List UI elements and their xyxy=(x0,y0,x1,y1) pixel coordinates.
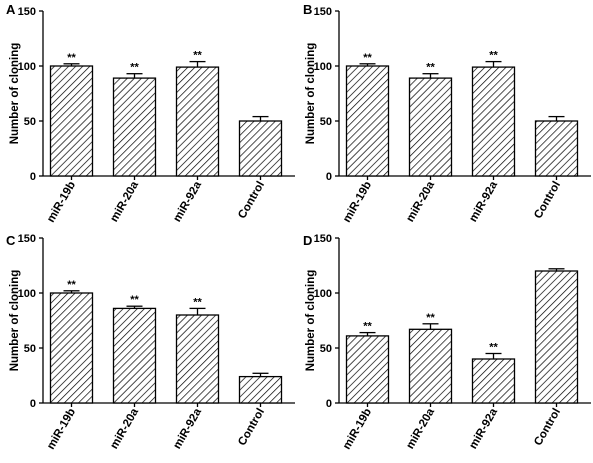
x-tick-label: miR-92a xyxy=(171,406,204,451)
y-tick-label: 0 xyxy=(326,171,332,183)
y-axis-label: Number of cloning xyxy=(305,43,317,145)
significance-label: ** xyxy=(67,279,76,291)
panel-letter: A xyxy=(6,2,16,17)
x-tick-label: Control xyxy=(532,180,563,221)
y-tick-label: 0 xyxy=(326,398,332,410)
significance-label: ** xyxy=(489,342,498,354)
x-tick-label: miR-20a xyxy=(404,179,437,224)
significance-label: ** xyxy=(67,52,76,64)
x-tick-label: Control xyxy=(236,180,267,221)
y-tick-label: 50 xyxy=(24,343,36,355)
chart-panel-c: C Number of cloning 0 50 100 150 ** miR-19b ** mi… xyxy=(6,233,295,452)
significance-label: ** xyxy=(426,62,435,74)
x-tick-label: miR-19b xyxy=(45,407,78,452)
bar xyxy=(112,77,157,177)
y-tick-label: 100 xyxy=(314,61,332,73)
bar xyxy=(175,66,220,177)
x-tick-label: miR-19b xyxy=(45,180,78,225)
x-tick-label: miR-92a xyxy=(467,179,500,224)
bar xyxy=(49,65,94,177)
panel-letter: C xyxy=(6,233,16,248)
y-tick-label: 100 xyxy=(314,288,332,300)
significance-label: ** xyxy=(489,50,498,62)
chart-panel-b: B Number of cloning 0 50 100 150 ** miR-19b ** mi… xyxy=(303,2,591,225)
bar xyxy=(175,314,220,404)
y-tick-label: 150 xyxy=(314,233,332,245)
bar xyxy=(345,65,390,177)
y-tick-label: 150 xyxy=(18,233,36,245)
y-tick-label: 50 xyxy=(320,116,332,128)
y-axis-label: Number of cloning xyxy=(9,270,21,372)
significance-label: ** xyxy=(130,62,139,74)
x-tick-label: Control xyxy=(532,407,563,448)
significance-label: ** xyxy=(363,321,372,333)
y-axis-label: Number of cloning xyxy=(9,43,21,145)
y-tick-label: 50 xyxy=(24,116,36,128)
bar xyxy=(534,120,579,177)
bar xyxy=(534,270,579,404)
bar xyxy=(238,375,283,404)
y-axis-label: Number of cloning xyxy=(305,270,317,372)
x-tick-label: miR-20a xyxy=(404,406,437,451)
y-tick-label: 150 xyxy=(314,6,332,18)
y-tick-label: 150 xyxy=(18,6,36,18)
x-tick-label: miR-19b xyxy=(341,407,374,452)
x-tick-label: miR-92a xyxy=(467,406,500,451)
bar xyxy=(408,77,453,177)
bar xyxy=(408,328,453,404)
chart-panel-a: A Number of cloning 0 50 100 150 ** miR-19b ** mi… xyxy=(6,2,295,225)
x-tick-label: miR-92a xyxy=(171,179,204,224)
y-tick-label: 0 xyxy=(30,398,36,410)
significance-label: ** xyxy=(193,296,202,308)
y-tick-label: 0 xyxy=(30,171,36,183)
x-tick-label: Control xyxy=(236,407,267,448)
y-tick-label: 100 xyxy=(18,288,36,300)
x-tick-label: miR-20a xyxy=(108,406,141,451)
significance-label: ** xyxy=(426,312,435,324)
y-tick-label: 50 xyxy=(320,343,332,355)
bar xyxy=(471,358,516,404)
significance-label: ** xyxy=(363,52,372,64)
panel-letter: B xyxy=(303,2,312,17)
panel-letter: D xyxy=(303,233,312,248)
x-tick-label: miR-19b xyxy=(341,180,374,225)
bar xyxy=(471,66,516,177)
x-tick-label: miR-20a xyxy=(108,179,141,224)
bar xyxy=(345,335,390,404)
bar xyxy=(238,120,283,177)
significance-label: ** xyxy=(193,50,202,62)
bar xyxy=(112,307,157,404)
y-tick-label: 100 xyxy=(18,61,36,73)
chart-panel-d: D Number of cloning 0 50 100 150 ** miR-19b ** mi… xyxy=(303,233,591,452)
significance-label: ** xyxy=(130,294,139,306)
bar xyxy=(49,292,94,404)
